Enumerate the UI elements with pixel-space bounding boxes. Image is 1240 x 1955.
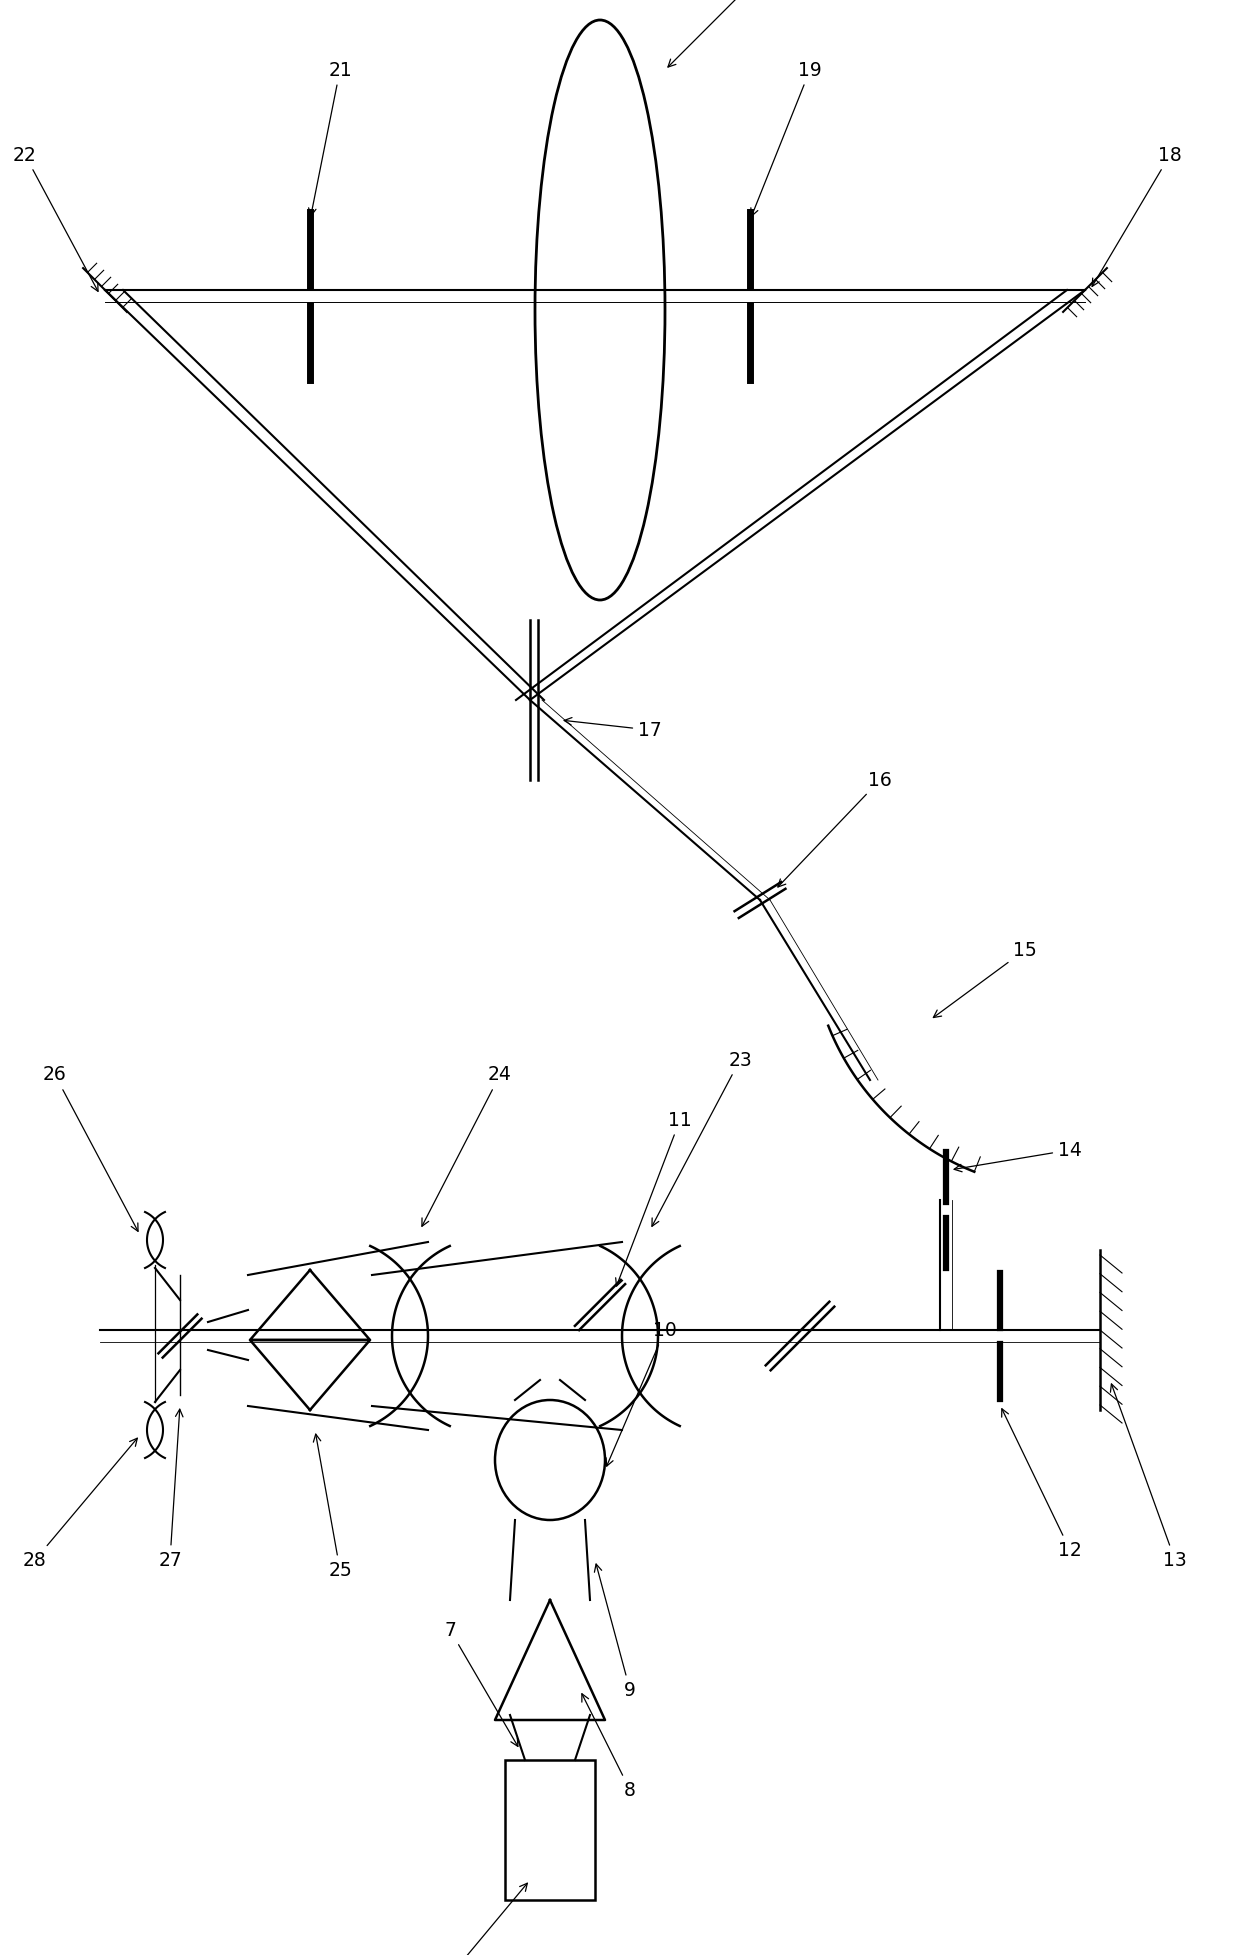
Text: 9: 9 (594, 1564, 636, 1699)
Text: 7: 7 (444, 1621, 518, 1746)
Text: 14: 14 (954, 1140, 1083, 1171)
Text: 28: 28 (24, 1439, 138, 1570)
Text: 11: 11 (616, 1110, 692, 1286)
Text: 8: 8 (582, 1693, 636, 1799)
Text: 24: 24 (422, 1065, 512, 1226)
Text: 23: 23 (652, 1050, 751, 1226)
Text: 17: 17 (564, 717, 662, 739)
Text: 6: 6 (424, 1883, 527, 1955)
Text: 16: 16 (777, 770, 892, 888)
Text: 15: 15 (934, 940, 1037, 1017)
Text: 21: 21 (309, 61, 352, 215)
Text: 26: 26 (43, 1065, 138, 1232)
Bar (505, 1760, 595, 1900)
Text: 12: 12 (1002, 1410, 1081, 1560)
Text: 13: 13 (1111, 1384, 1187, 1570)
Text: 25: 25 (314, 1435, 352, 1580)
Text: 27: 27 (159, 1410, 184, 1570)
Text: 20: 20 (668, 0, 787, 66)
Text: 18: 18 (1092, 145, 1182, 285)
Text: 22: 22 (14, 145, 98, 291)
Text: 19: 19 (751, 61, 822, 217)
Text: 10: 10 (606, 1320, 677, 1466)
